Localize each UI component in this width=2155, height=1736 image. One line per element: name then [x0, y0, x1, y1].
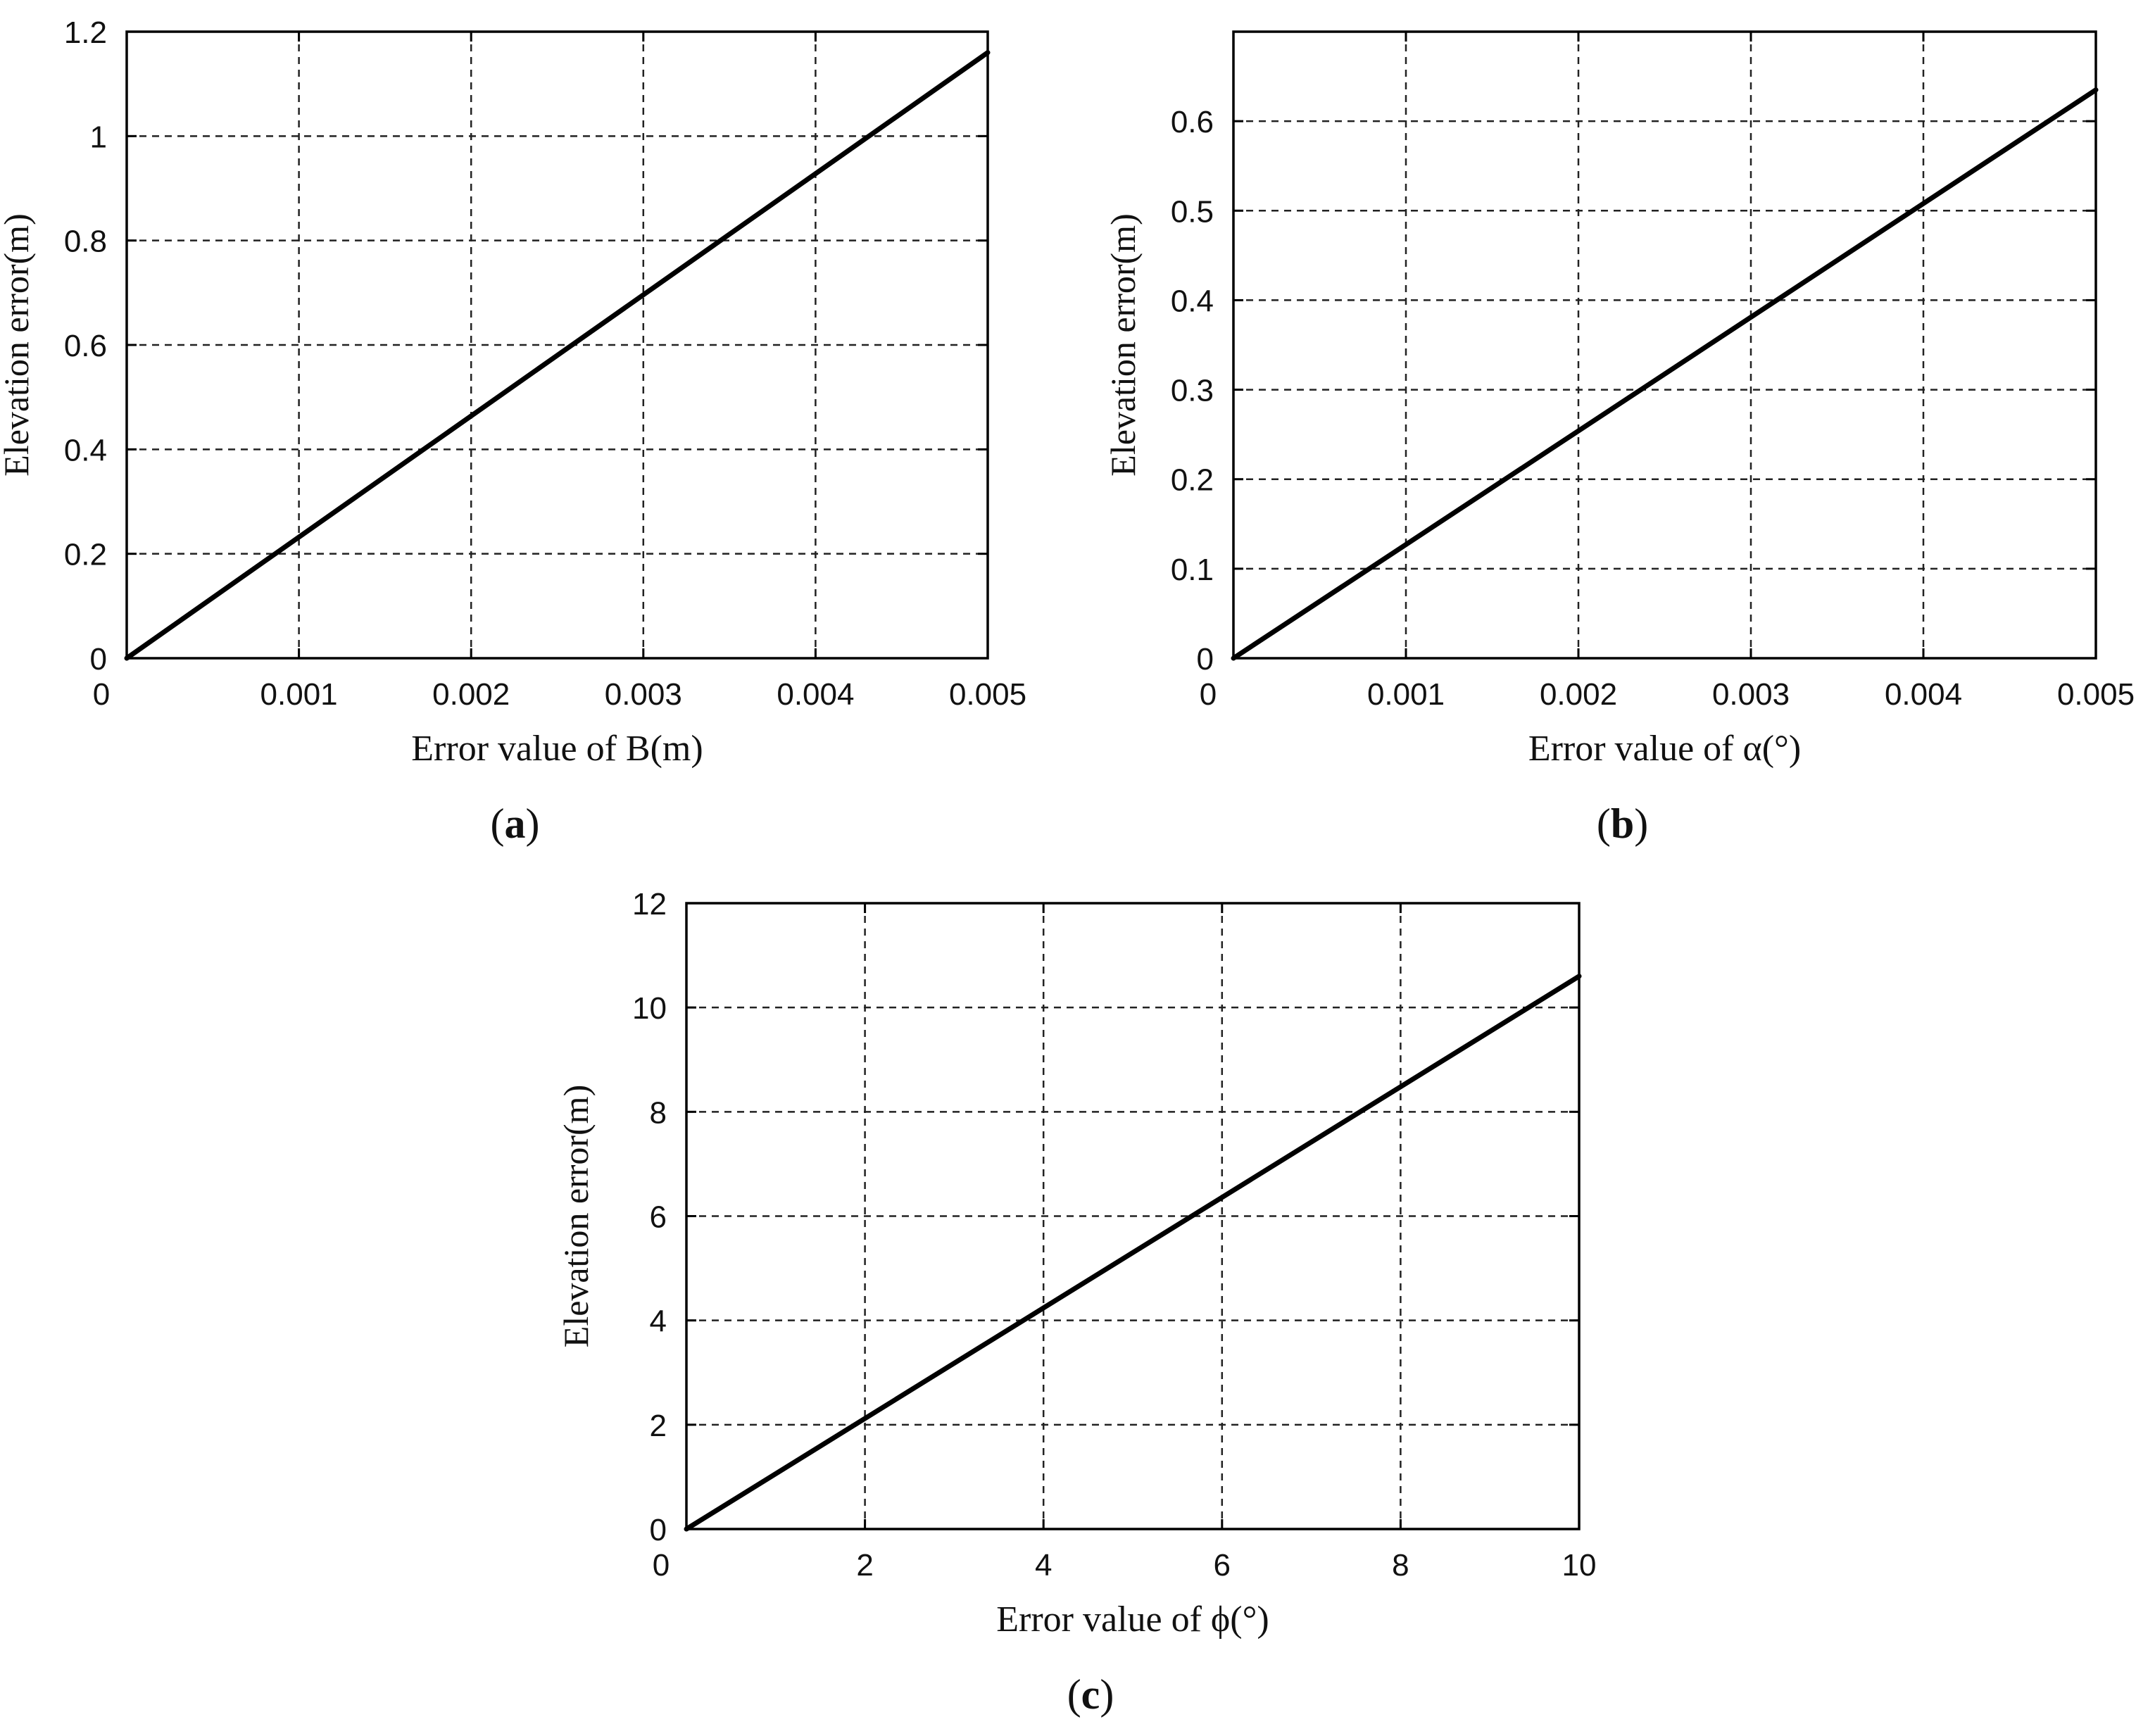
y-tick-label: 1.2	[64, 15, 107, 50]
series-line	[684, 974, 1582, 1532]
y-tick-label: 2	[650, 1409, 667, 1443]
y-tick-label: 0.6	[64, 329, 107, 363]
x-tick-label: 0.002	[1540, 677, 1617, 712]
x-tick-label: 10	[1562, 1548, 1597, 1583]
y-tick-label: 0.4	[1171, 284, 1214, 318]
x-tick-label: 0.004	[777, 677, 854, 712]
series-line	[124, 50, 991, 661]
x-tick-label: 0.005	[2057, 677, 2135, 712]
x-tick-label: 2	[856, 1548, 873, 1583]
panel-label: (b)	[1597, 800, 1648, 847]
y-tick-label: 4	[650, 1304, 667, 1339]
x-tick-label: 4	[1035, 1548, 1052, 1583]
y-tick-label: 0.1	[1171, 553, 1214, 587]
y-tick-label: 0	[1197, 642, 1214, 677]
x-tick-label: 0.003	[1712, 677, 1790, 712]
y-tick-label: 0	[90, 642, 107, 677]
y-tick-label: 6	[650, 1200, 667, 1235]
plot-frame	[1232, 30, 2097, 660]
y-tick-label: 0.6	[1171, 105, 1214, 139]
y-tick-label: 1	[90, 120, 107, 154]
series-line	[1231, 87, 2099, 661]
x-tick-label: 0	[653, 1548, 670, 1583]
x-tick-label: 0.004	[1885, 677, 1962, 712]
panel-label: (a)	[491, 800, 540, 847]
x-tick-label: 0.002	[432, 677, 510, 712]
x-tick-label: 0.001	[1367, 677, 1445, 712]
x-tick-label: 0	[93, 677, 110, 712]
y-tick-label: 0.3	[1171, 374, 1214, 408]
y-tick-label: 0.2	[64, 538, 107, 572]
chart-panel-c: 0 2 4 6 8 10 0 2 4 6 8 10 12 Error value of ϕ(°) Eleva…	[556, 887, 1596, 1718]
y-tick-label: 0.8	[64, 225, 107, 259]
x-axis-label: Error value of B(m)	[411, 729, 703, 769]
y-tick-label: 0.2	[1171, 463, 1214, 498]
y-tick-label: 0.5	[1171, 194, 1214, 229]
x-tick-label: 6	[1214, 1548, 1231, 1583]
x-axis-label: Error value of α(°)	[1528, 729, 1801, 769]
panel-label: (c)	[1067, 1671, 1114, 1718]
y-axis-label: Elevation error(m)	[556, 1085, 596, 1347]
y-axis-label: Elevation error(m)	[0, 213, 36, 476]
y-tick-label: 12	[632, 887, 667, 922]
x-tick-label: 0.001	[260, 677, 338, 712]
y-tick-label: 8	[650, 1095, 667, 1130]
x-tick-label: 8	[1392, 1548, 1409, 1583]
x-tick-label: 0.003	[605, 677, 682, 712]
y-tick-label: 0.4	[64, 433, 107, 467]
chart-panel-a: 0 0.001 0.002 0.003 0.004 0.005 0 0.2 0.4 0.6 0.8 1…	[0, 15, 1026, 847]
x-tick-label: 0	[1200, 677, 1217, 712]
chart-panel-b: 0 0.001 0.002 0.003 0.004 0.005 0 0.1 0.2 0.3 0.4 0…	[1103, 30, 2135, 847]
y-tick-label: 0	[650, 1513, 667, 1547]
y-tick-label: 10	[632, 991, 667, 1026]
x-axis-label: Error value of ϕ(°)	[996, 1599, 1269, 1640]
y-axis-label: Elevation error(m)	[1103, 213, 1143, 476]
x-tick-label: 0.005	[949, 677, 1026, 712]
